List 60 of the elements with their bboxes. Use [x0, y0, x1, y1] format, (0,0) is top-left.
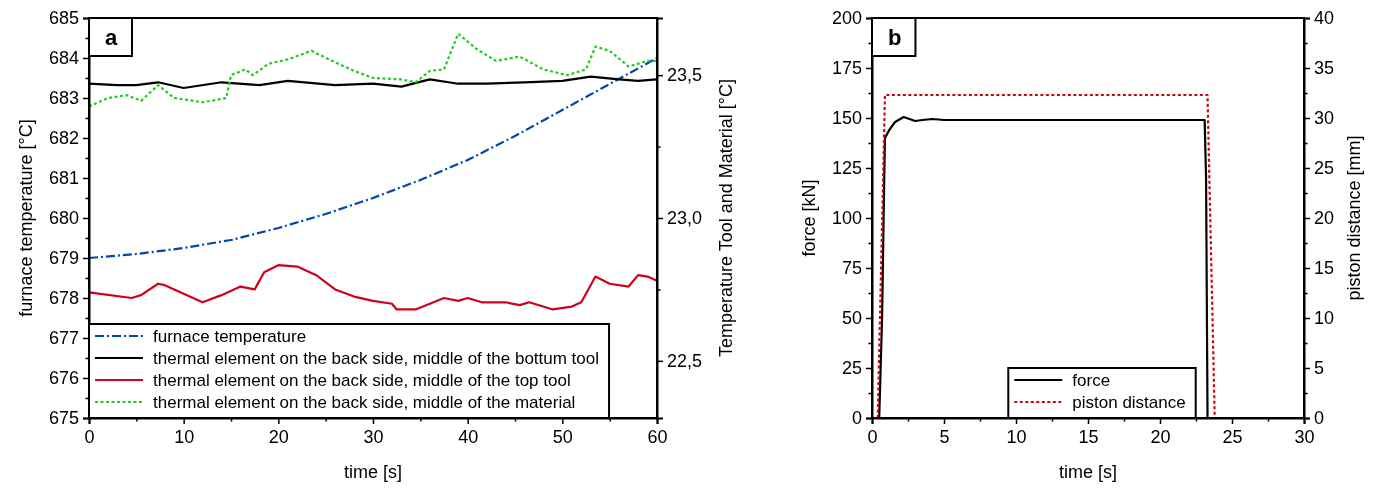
y2-axis-title: piston distance [mm]: [1344, 135, 1364, 301]
legend-label: piston distance: [1072, 393, 1186, 412]
x-tick-label: 5: [939, 426, 950, 447]
x-tick-label: 10: [1006, 426, 1027, 447]
y-tick-label: 680: [48, 208, 79, 229]
y2-axis-title: Temperature Tool and Material [°C]: [716, 79, 736, 357]
y-axis-title: force [kN]: [799, 179, 819, 257]
x-tick-label: 0: [84, 426, 95, 447]
y2-tick-label: 0: [1314, 408, 1325, 429]
x-tick-label: 40: [458, 426, 479, 447]
y-tick-label: 50: [841, 308, 862, 329]
y-tick-label: 679: [48, 248, 79, 269]
x-tick-label: 20: [1150, 426, 1171, 447]
x-tick-label: 25: [1222, 426, 1243, 447]
y2-tick-label: 20: [1314, 208, 1335, 229]
legend-label: thermal element on the back side, middle of the bottum tool: [153, 349, 600, 368]
legend-label: thermal element on the back side, middle of the top tool: [153, 371, 571, 390]
y2-tick-label: 23,5: [667, 65, 703, 86]
annotation: a: [105, 25, 118, 50]
annotation: b: [888, 25, 902, 50]
y-tick-label: 100: [831, 208, 862, 229]
y-tick-label: 25: [841, 358, 862, 379]
x-tick-label: 50: [552, 426, 573, 447]
x-axis-title: time [s]: [343, 462, 403, 482]
y-tick-label: 681: [48, 168, 79, 189]
legend-label: force: [1072, 371, 1111, 390]
y-tick-label: 125: [831, 158, 862, 179]
y-tick-label: 677: [48, 328, 79, 349]
y-tick-label: 175: [831, 58, 862, 79]
y-tick-label: 682: [48, 128, 79, 149]
y2-tick-label: 25: [1314, 158, 1335, 179]
legend-label: furnace temperature: [153, 327, 307, 346]
y-tick-label: 0: [851, 408, 862, 429]
y2-tick-label: 35: [1314, 58, 1335, 79]
x-tick-label: 15: [1078, 426, 1099, 447]
y-tick-label: 200: [831, 8, 862, 29]
x-tick-label: 20: [268, 426, 289, 447]
x-tick-label: 0: [867, 426, 878, 447]
y2-tick-label: 23,0: [667, 208, 703, 229]
y2-tick-label: 10: [1314, 308, 1335, 329]
y2-tick-label: 30: [1314, 108, 1335, 129]
y2-tick-label: 15: [1314, 258, 1335, 279]
y-tick-label: 683: [48, 88, 79, 109]
x-tick-label: 60: [647, 426, 668, 447]
x-tick-label: 10: [174, 426, 195, 447]
y2-tick-label: 40: [1314, 8, 1335, 29]
y-tick-label: 150: [831, 108, 862, 129]
y-tick-label: 678: [48, 288, 79, 309]
y-axis-title: furnace temperature [°C]: [16, 119, 36, 317]
x-tick-label: 30: [363, 426, 384, 447]
y2-tick-label: 5: [1314, 358, 1325, 379]
legend-label: thermal element on the back side, middle of the material: [153, 393, 576, 412]
x-tick-label: 30: [1294, 426, 1315, 447]
y-tick-label: 675: [48, 408, 79, 429]
y-tick-label: 684: [48, 48, 79, 69]
y-tick-label: 676: [48, 368, 79, 389]
y-tick-label: 685: [48, 8, 79, 29]
y2-tick-label: 22,5: [667, 351, 703, 372]
y-tick-label: 75: [841, 258, 862, 279]
x-axis-title: time [s]: [1058, 462, 1118, 482]
